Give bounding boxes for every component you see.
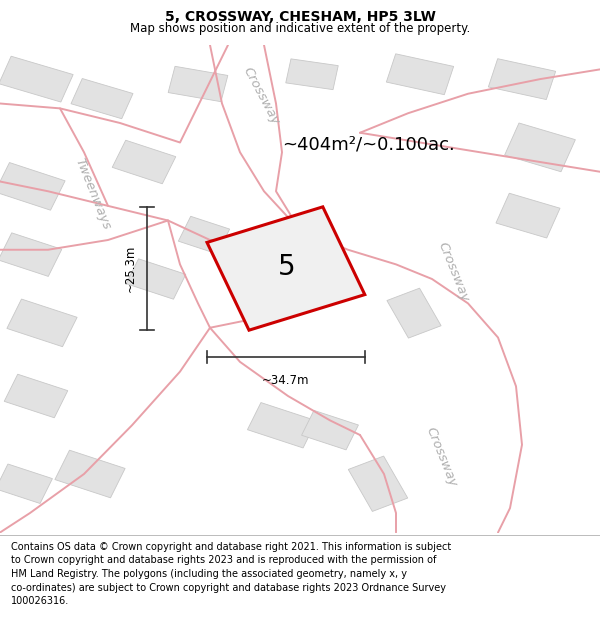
Polygon shape [178, 216, 230, 254]
Polygon shape [302, 411, 358, 450]
Text: ~404m²/~0.100ac.: ~404m²/~0.100ac. [282, 136, 455, 154]
Text: Contains OS data © Crown copyright and database right 2021. This information is : Contains OS data © Crown copyright and d… [11, 542, 451, 606]
Polygon shape [0, 464, 52, 504]
Polygon shape [71, 79, 133, 119]
Polygon shape [0, 56, 73, 102]
Polygon shape [112, 140, 176, 184]
Polygon shape [488, 59, 556, 99]
Polygon shape [286, 59, 338, 89]
Text: Map shows position and indicative extent of the property.: Map shows position and indicative extent… [130, 22, 470, 35]
Text: 5, CROSSWAY, CHESHAM, HP5 3LW: 5, CROSSWAY, CHESHAM, HP5 3LW [164, 10, 436, 24]
Polygon shape [386, 54, 454, 94]
Text: Crossway: Crossway [435, 240, 471, 304]
Polygon shape [0, 233, 62, 276]
Text: ~34.7m: ~34.7m [262, 374, 310, 387]
Text: Tweenways: Tweenways [73, 156, 113, 231]
Polygon shape [387, 288, 441, 338]
Polygon shape [0, 162, 65, 210]
Polygon shape [505, 123, 575, 172]
Polygon shape [207, 207, 365, 330]
Polygon shape [247, 402, 317, 448]
Polygon shape [126, 259, 186, 299]
Polygon shape [496, 193, 560, 238]
Polygon shape [168, 66, 228, 102]
Polygon shape [55, 450, 125, 498]
Text: 5: 5 [278, 253, 296, 281]
Text: Crossway: Crossway [423, 425, 459, 489]
Polygon shape [348, 456, 408, 511]
Polygon shape [4, 374, 68, 418]
Text: Crossway: Crossway [241, 65, 281, 128]
Polygon shape [7, 299, 77, 347]
Text: ~25.3m: ~25.3m [124, 245, 137, 292]
